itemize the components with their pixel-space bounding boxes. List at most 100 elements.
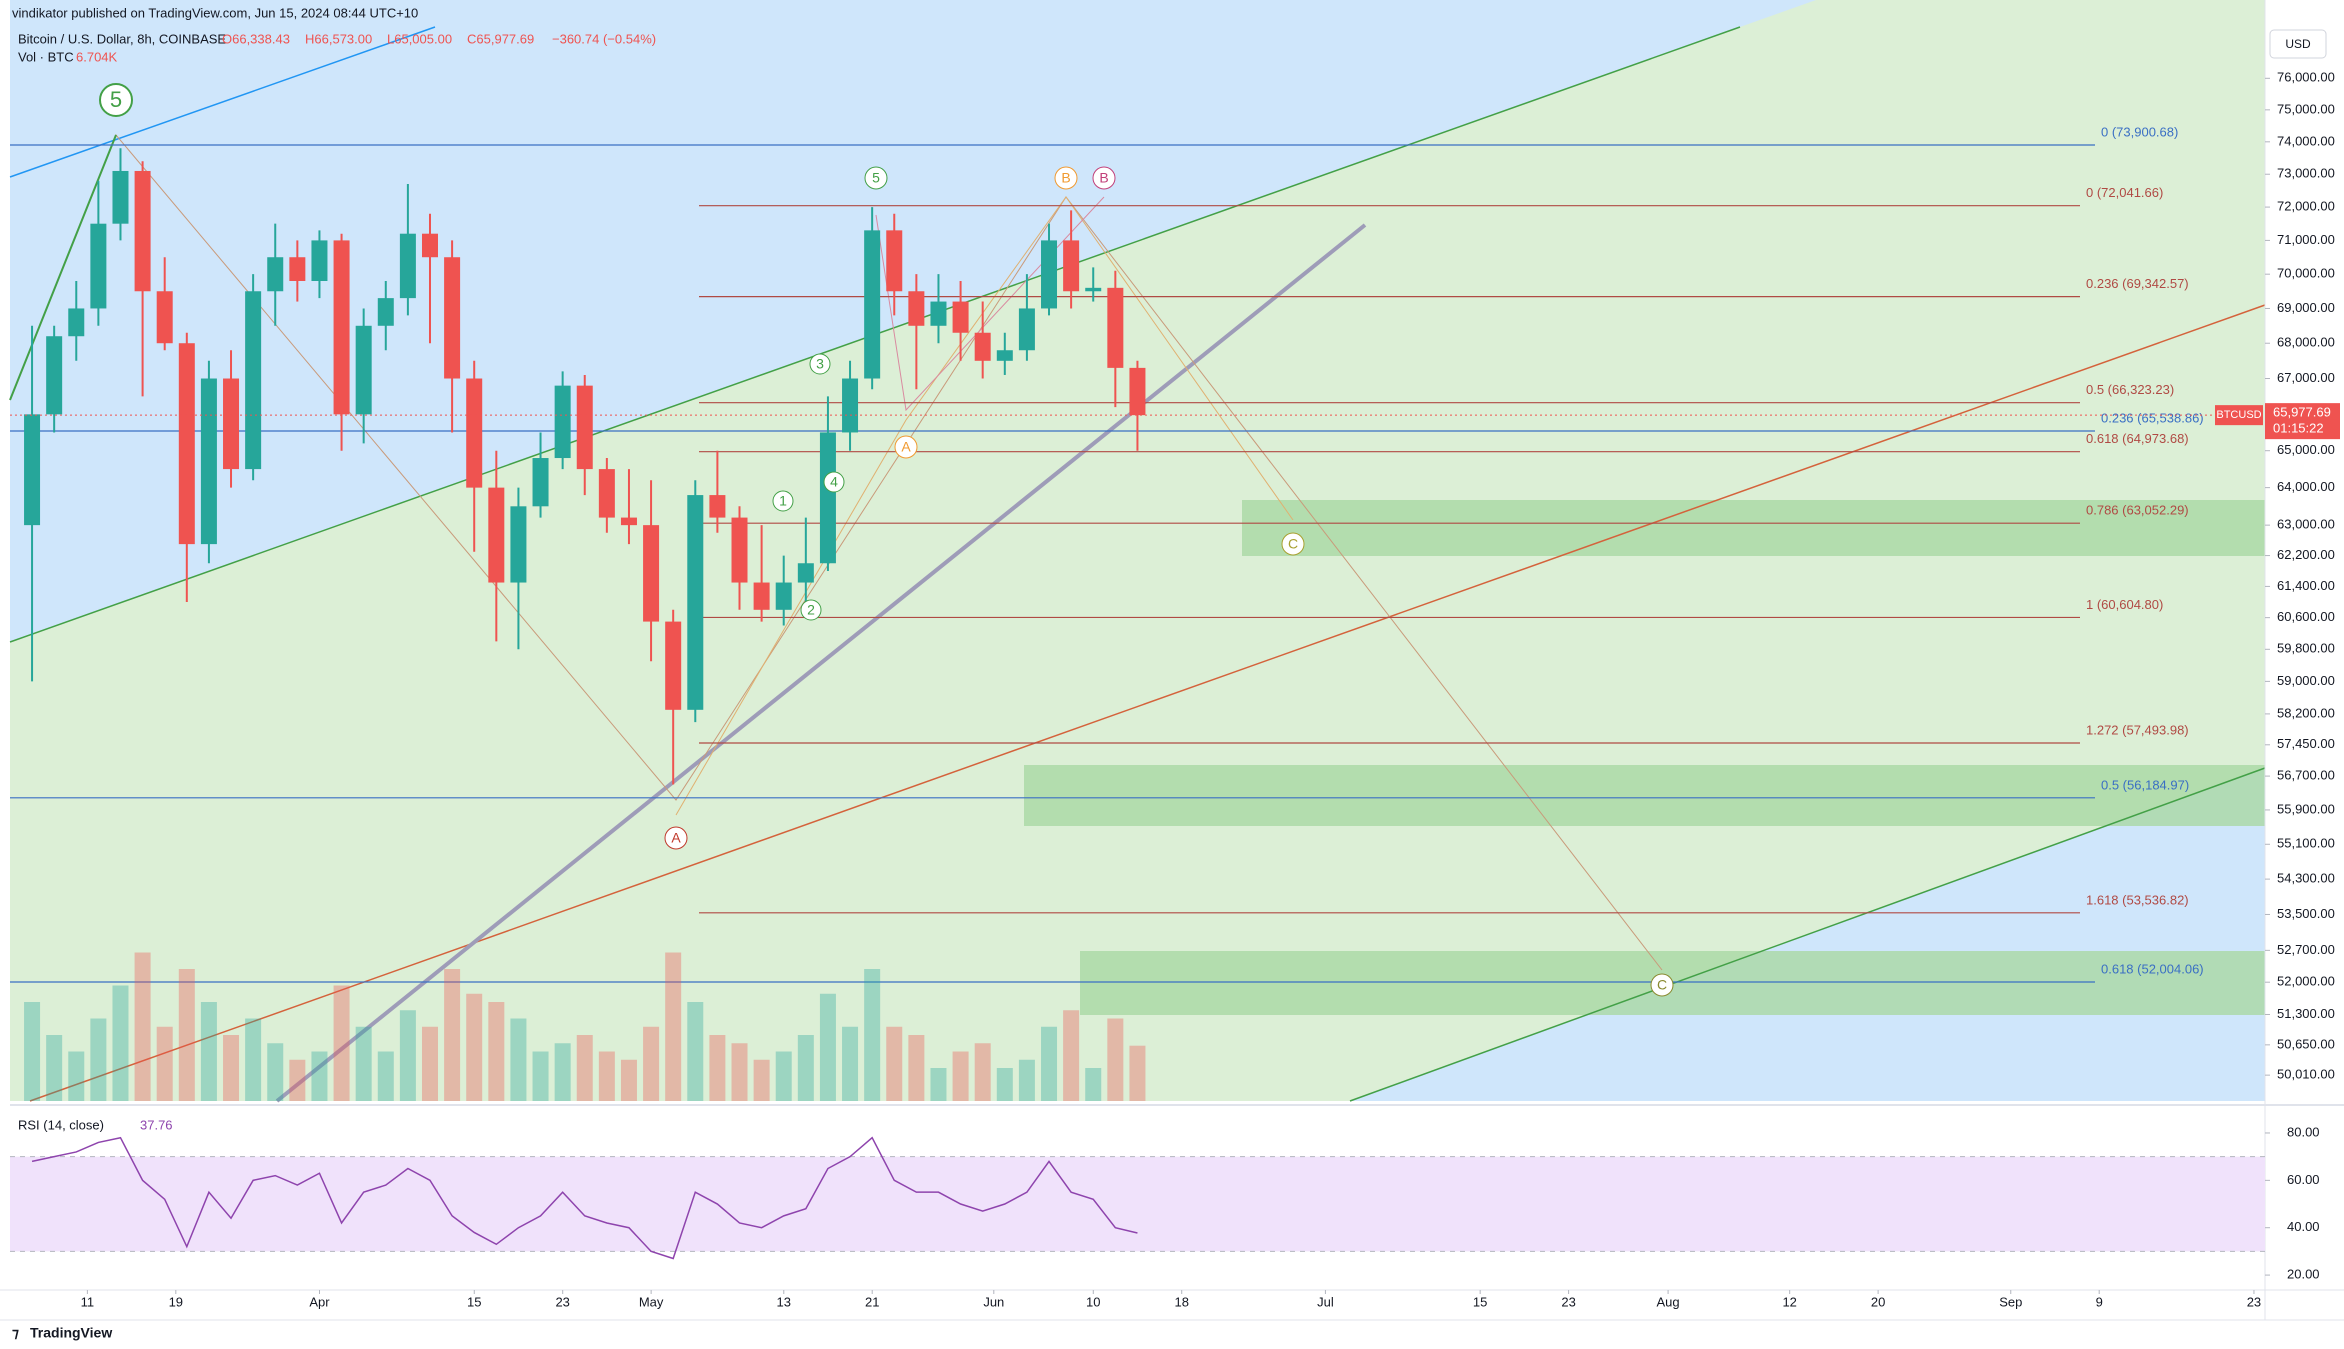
x-tick-label: 15	[1473, 1294, 1487, 1309]
y-tick-label: 71,000.00	[2277, 232, 2335, 247]
candle-body	[68, 308, 85, 337]
wave-label: C	[1288, 536, 1298, 552]
candle-body	[1063, 240, 1080, 292]
candle-body	[289, 257, 306, 281]
candle-body	[200, 378, 217, 545]
x-tick-label: 10	[1086, 1294, 1100, 1309]
publisher: vindikator published on TradingView.com,…	[12, 5, 418, 20]
candle-body	[466, 378, 483, 488]
candle-body	[996, 350, 1013, 361]
x-tick-label: 19	[169, 1294, 183, 1309]
trend-line	[1349, 767, 2266, 1102]
ohlc: C65,977.69	[467, 31, 534, 46]
wave-circle	[99, 83, 133, 117]
candle-body	[24, 414, 41, 526]
candle-body	[643, 525, 660, 622]
y-tick-label: 67,000.00	[2277, 370, 2335, 385]
legend: vindikator published on TradingView.com,…	[12, 5, 656, 1340]
candle-body	[1018, 308, 1035, 351]
volume-bar	[90, 1018, 107, 1101]
y-tick-label: 59,000.00	[2277, 673, 2335, 688]
candle-body	[797, 563, 814, 583]
currency[interactable]: USD	[2285, 37, 2311, 51]
candle-body	[731, 517, 748, 583]
ohlc: −360.74 (−0.54%)	[552, 31, 656, 46]
y-tick-label: 52,700.00	[2277, 942, 2335, 957]
candle-body	[245, 291, 262, 470]
y-tick-label: 59,800.00	[2277, 641, 2335, 656]
x-tick-label: Sep	[1999, 1294, 2022, 1309]
x-tick-label: 15	[467, 1294, 481, 1309]
price-marks: 0 (72,041.66) 0.236 (69,342.57) 0.5 (66,32…	[10, 124, 2204, 1101]
y-tick-label: 65,000.00	[2277, 442, 2335, 457]
wave-path	[875, 196, 1105, 412]
wave-label: 5	[110, 87, 122, 112]
volume-bar	[908, 1035, 925, 1101]
rsi-tick-label: 40.00	[2287, 1219, 2320, 1234]
logo: ⁊	[12, 1325, 19, 1341]
wave-circle	[664, 826, 688, 850]
fib-label: 0 (72,041.66)	[2086, 185, 2163, 200]
candle-body	[864, 230, 881, 379]
wave-circle	[809, 353, 831, 375]
x-tick-label: 13	[777, 1294, 791, 1309]
wave-label: A	[901, 439, 911, 455]
volume-bar	[620, 1059, 637, 1101]
x-tick-label: May	[639, 1294, 664, 1309]
candle-body	[112, 170, 129, 224]
frame: USD	[0, 0, 2344, 1321]
wave-circle	[1650, 973, 1674, 997]
fib-label: 0.5 (66,323.23)	[2086, 382, 2174, 397]
candle-body	[134, 170, 151, 292]
fib-label: 0 (73,900.68)	[2101, 124, 2178, 139]
wave-label: 5	[872, 170, 880, 186]
volume-bar	[267, 1043, 284, 1101]
currency-button[interactable]	[2269, 29, 2327, 59]
x-tick-label: 23	[555, 1294, 569, 1309]
candle-body	[532, 458, 549, 507]
y-tick-label: 64,000.00	[2277, 479, 2335, 494]
volume-bar	[1085, 1068, 1102, 1101]
candle-body	[1041, 240, 1058, 309]
volume-bar	[665, 952, 682, 1101]
y-tick-label: 60,600.00	[2277, 609, 2335, 624]
candle-body	[46, 336, 63, 415]
symbol: Bitcoin / U.S. Dollar, 8h, COINBASE	[18, 31, 226, 46]
y-tick-label: 53,500.00	[2277, 906, 2335, 921]
drawings	[9, 26, 2266, 1103]
wave-circle	[864, 166, 888, 190]
volume-bar	[930, 1068, 947, 1101]
x-tick-label: Jul	[1317, 1294, 1334, 1309]
candle-body	[598, 469, 615, 518]
candle-body	[267, 257, 284, 292]
volume-bar	[1018, 1059, 1035, 1101]
volume-bar	[444, 969, 461, 1101]
y-tick-label: 75,000.00	[2277, 101, 2335, 116]
y-tick-label: 68,000.00	[2277, 335, 2335, 350]
x-tick-label: 20	[1871, 1294, 1885, 1309]
x-tick-label: 12	[1782, 1294, 1796, 1309]
rsi-band	[10, 1156, 2265, 1252]
candle-body	[687, 495, 704, 710]
volume-bar	[399, 1010, 416, 1101]
volume-bar	[996, 1068, 1013, 1101]
y-tick-label: 51,300.00	[2277, 1006, 2335, 1021]
y-tick-label: 62,200.00	[2277, 547, 2335, 562]
volume-bar	[974, 1043, 991, 1101]
wave-label: C	[1657, 977, 1667, 993]
candle-body	[421, 233, 438, 258]
candle-body	[554, 385, 571, 459]
y-tick-label: 63,000.00	[2277, 517, 2335, 532]
y-tick-label: 61,400.00	[2277, 578, 2335, 593]
candle-body	[399, 233, 416, 299]
y-tick-label: 72,000.00	[2277, 199, 2335, 214]
candle-body	[510, 506, 527, 583]
wave-circle	[823, 471, 845, 493]
y-tick-label: 52,000.00	[2277, 974, 2335, 989]
x-tick-label: Aug	[1657, 1294, 1680, 1309]
wave-circle	[800, 599, 822, 621]
wave-label: 4	[830, 474, 838, 490]
symbol-tag	[2215, 405, 2263, 426]
volume-bar	[598, 1051, 615, 1101]
y-tick-label: 50,010.00	[2277, 1067, 2335, 1082]
